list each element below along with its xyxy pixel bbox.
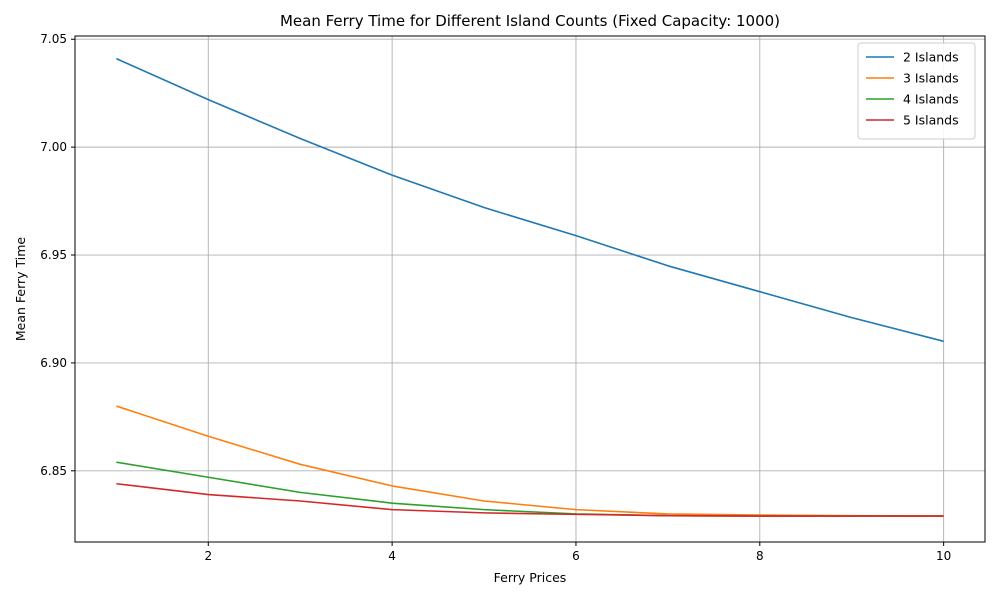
series-line-4-islands bbox=[116, 461, 944, 517]
grid-lines bbox=[75, 36, 985, 542]
series-line-3-islands bbox=[116, 405, 944, 517]
legend-label-2-islands: 2 Islands bbox=[903, 50, 959, 65]
y-tick-label: 7.00 bbox=[40, 140, 67, 154]
x-tick-label: 8 bbox=[756, 549, 764, 563]
legend-label-3-islands: 3 Islands bbox=[903, 71, 959, 86]
chart-title: Mean Ferry Time for Different Island Cou… bbox=[280, 12, 780, 30]
legend-box bbox=[857, 42, 976, 140]
legend-label-5-islands: 5 Islands bbox=[903, 113, 959, 128]
y-tick-label: 6.90 bbox=[40, 356, 67, 370]
series-group bbox=[116, 57, 944, 517]
x-tick-label: 4 bbox=[388, 549, 396, 563]
legend: 2 Islands 3 Islands 4 Islands 5 Islands bbox=[857, 42, 976, 140]
series-line-5-islands bbox=[116, 482, 944, 517]
x-tick-label: 6 bbox=[572, 549, 580, 563]
legend-label-4-islands: 4 Islands bbox=[903, 92, 959, 107]
x-tick-label: 10 bbox=[936, 549, 951, 563]
y-axis-ticks: 6.85 6.90 6.95 7.00 7.05 bbox=[40, 32, 75, 478]
plot-frame bbox=[74, 35, 986, 543]
x-axis-label: Ferry Prices bbox=[494, 570, 567, 585]
y-tick-label: 6.85 bbox=[40, 464, 67, 478]
series-line-2-islands bbox=[116, 57, 944, 343]
y-tick-label: 6.95 bbox=[40, 248, 67, 262]
x-axis-ticks: 2 4 6 8 10 bbox=[204, 542, 951, 563]
x-tick-label: 2 bbox=[204, 549, 212, 563]
y-axis-label: Mean Ferry Time bbox=[13, 237, 28, 342]
y-tick-label: 7.05 bbox=[40, 32, 67, 46]
